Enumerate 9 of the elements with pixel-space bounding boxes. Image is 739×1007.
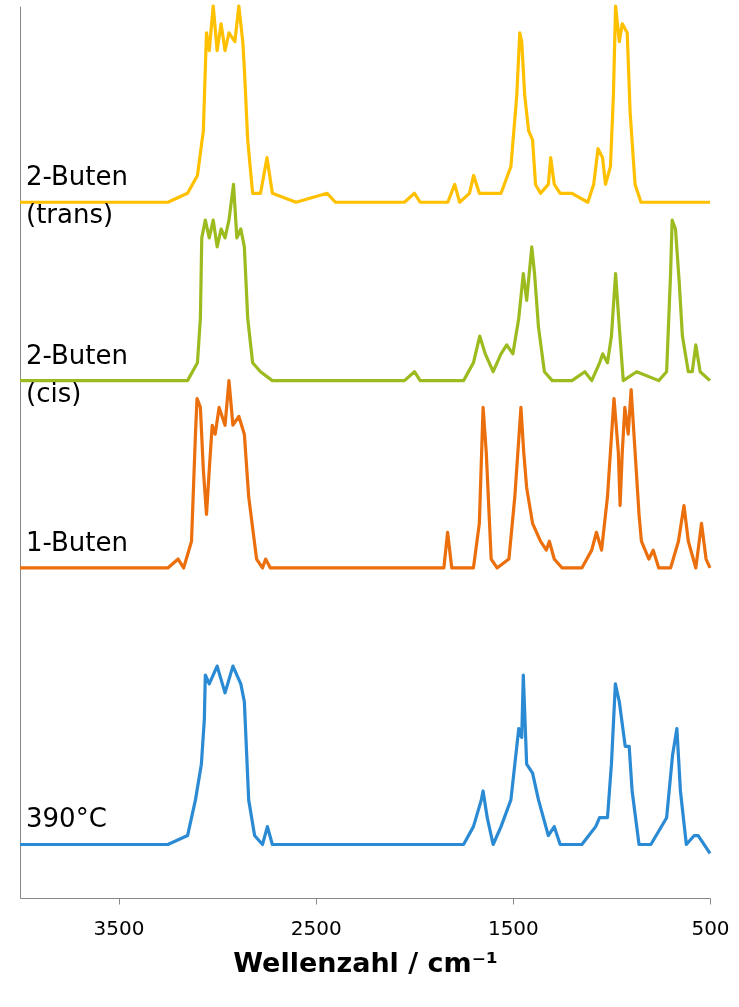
x-tick-label: 500 bbox=[691, 915, 730, 940]
x-tick-label: 2500 bbox=[290, 915, 342, 940]
series-label: 390°C bbox=[26, 803, 107, 834]
x-tick-label: 1500 bbox=[487, 915, 539, 940]
series-label: 1-Buten bbox=[26, 526, 128, 557]
x-tick-label: 3500 bbox=[93, 915, 145, 940]
series-label: 2-Buten (trans) bbox=[26, 161, 128, 230]
series-label: 2-Buten (cis) bbox=[26, 339, 128, 408]
x-axis-title: Wellenzahl / cm⁻¹ bbox=[233, 946, 498, 978]
